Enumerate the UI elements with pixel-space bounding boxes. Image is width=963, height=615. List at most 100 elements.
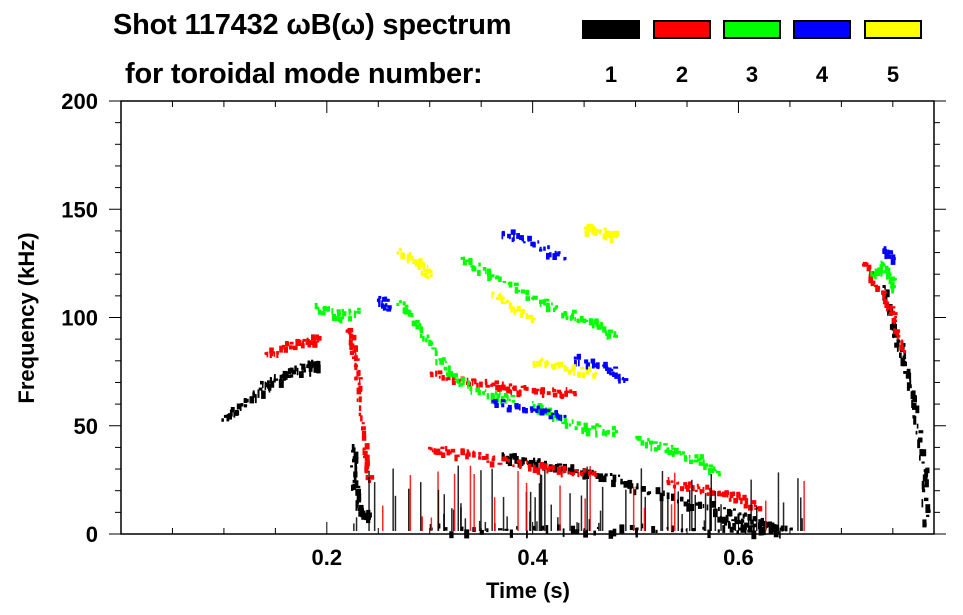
data-point (610, 231, 615, 238)
data-point (572, 391, 577, 395)
data-point (270, 380, 275, 388)
data-point (527, 461, 530, 465)
data-point (667, 450, 673, 456)
data-point (506, 516, 508, 531)
data-point (723, 507, 726, 510)
data-point (306, 339, 310, 343)
data-point (546, 359, 548, 367)
data-point (445, 446, 448, 452)
data-point (293, 370, 296, 375)
data-point (615, 235, 618, 239)
data-point (426, 276, 429, 279)
data-point (342, 313, 344, 320)
data-point (591, 363, 595, 369)
data-point (520, 385, 525, 389)
data-point (686, 503, 691, 512)
data-point (708, 464, 714, 468)
data-point (440, 370, 443, 375)
data-point (337, 313, 341, 317)
data-point (718, 507, 720, 512)
data-point (882, 285, 886, 288)
data-point (467, 450, 470, 454)
data-point (434, 350, 438, 356)
data-point (502, 497, 505, 531)
data-point (532, 243, 536, 248)
data-point (369, 475, 375, 480)
data-point (728, 498, 732, 502)
data-point (498, 392, 501, 395)
y-axis-label: Frequency (kHz) (14, 232, 39, 403)
legend-swatch-mode-2 (653, 20, 711, 39)
data-point (579, 316, 584, 323)
data-point (508, 234, 511, 240)
data-point (491, 458, 495, 462)
data-point (901, 361, 905, 364)
data-point (923, 489, 926, 493)
data-point (382, 296, 386, 302)
data-point (552, 387, 555, 393)
data-point (421, 516, 423, 531)
data-point (326, 306, 330, 312)
data-point (635, 528, 638, 538)
data-point (485, 384, 490, 388)
data-point (479, 381, 483, 388)
data-point (500, 384, 506, 390)
y-tick-label: 200 (61, 89, 98, 114)
data-point (443, 527, 448, 531)
data-point (471, 266, 477, 272)
data-point (489, 274, 492, 281)
data-point (565, 390, 570, 393)
data-point (633, 489, 637, 496)
data-point (603, 227, 607, 231)
data-point (451, 380, 456, 385)
data-point (307, 360, 310, 367)
data-point (429, 447, 433, 451)
data-point (508, 281, 513, 288)
data-point (589, 466, 591, 531)
x-tick-label: 0.4 (517, 545, 548, 570)
data-point (571, 313, 575, 320)
data-point (312, 361, 316, 367)
data-point (482, 267, 487, 271)
data-point (546, 391, 551, 395)
data-point (355, 500, 359, 507)
data-point (909, 372, 912, 381)
data-point (889, 305, 893, 312)
data-point (517, 471, 519, 531)
data-point (877, 286, 881, 290)
series-mode-5 (396, 223, 620, 379)
y-tick-label: 100 (61, 306, 98, 331)
data-point (358, 405, 362, 412)
data-point (895, 329, 901, 333)
data-point (505, 386, 510, 391)
data-point (525, 386, 529, 391)
data-point (922, 474, 928, 482)
data-point (738, 497, 742, 501)
data-point (915, 405, 920, 414)
data-point (702, 504, 705, 509)
data-point (409, 475, 412, 531)
data-point (239, 407, 242, 411)
data-point (524, 408, 528, 414)
data-point (539, 248, 543, 252)
data-point (401, 252, 405, 259)
data-point (623, 481, 628, 488)
data-point (516, 459, 522, 463)
data-point (573, 393, 577, 397)
data-point (921, 499, 924, 508)
data-point (892, 312, 898, 316)
data-point (353, 451, 359, 460)
data-point (349, 350, 354, 355)
data-point (478, 262, 481, 267)
data-point (479, 529, 484, 535)
data-point (544, 460, 547, 465)
data-point (348, 316, 353, 322)
data-point (608, 333, 612, 339)
data-point (355, 376, 358, 379)
data-point (398, 300, 402, 304)
data-point (501, 403, 505, 408)
data-point (493, 497, 496, 531)
data-point (903, 371, 908, 374)
data-point (454, 375, 456, 379)
data-point (594, 371, 598, 375)
